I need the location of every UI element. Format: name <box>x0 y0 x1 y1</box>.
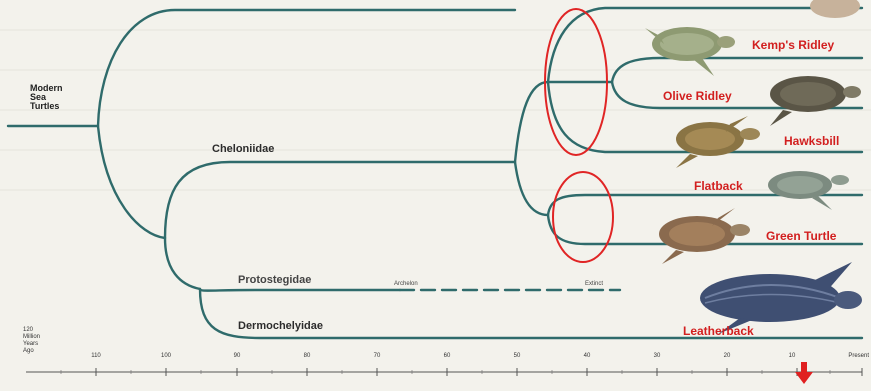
tick-label-present: Present <box>848 353 869 359</box>
root-label-line-3: Turtles <box>30 101 60 111</box>
species-label-leatherback: Leatherback <box>683 324 754 338</box>
highlight-ellipse-lower <box>552 171 614 263</box>
leatherback-turtle-icon <box>700 262 862 334</box>
kemps-ridley-branch <box>610 56 864 84</box>
highlight-ellipse-upper <box>544 8 608 156</box>
sea-turtle-icon <box>659 208 750 264</box>
tick-label: 100 <box>160 353 171 359</box>
sea-turtle-icon <box>770 76 861 126</box>
tick-label: 80 <box>303 353 311 359</box>
tick-label: 10 <box>788 353 796 359</box>
time-axis-title-2: Million <box>23 334 41 340</box>
time-axis-title-3: Years <box>23 341 39 347</box>
sea-turtle-icon <box>768 171 849 210</box>
tick-label: 20 <box>723 353 731 359</box>
cheloniidae-label: Cheloniidae <box>212 143 275 155</box>
flatback-branch <box>546 193 864 217</box>
species-label-kemps-ridley: Kemp's Ridley <box>752 38 835 52</box>
green-turtle-branch <box>546 213 864 246</box>
root-label-line-2: Sea <box>30 92 47 102</box>
cheloniidae-branch <box>163 160 517 240</box>
time-axis-title-1: 120 <box>23 327 34 333</box>
dermochelyidae-branch <box>198 287 864 340</box>
sea-turtle-icon <box>645 0 860 76</box>
protostegidae-label: Protostegidae <box>238 274 312 286</box>
tick-label: 30 <box>653 353 661 359</box>
olive-ridley-branch <box>610 80 864 110</box>
time-axis <box>26 368 863 376</box>
cheloniinae-branch <box>513 80 550 164</box>
ridley-hawksbill-lower <box>546 80 864 154</box>
species-label-flatback: Flatback <box>694 179 743 193</box>
time-axis-title: 120 Million Years Ago <box>23 327 40 355</box>
chelonini-branch <box>513 160 550 217</box>
tick-label: 90 <box>233 353 241 359</box>
species-label-green-turtle: Green Turtle <box>766 229 837 243</box>
time-axis-title-4: Ago <box>23 348 34 354</box>
lower-branch <box>96 124 167 240</box>
sea-turtle-icon <box>676 116 760 168</box>
top-branch <box>96 8 517 128</box>
root-label: Modern Sea Turtles <box>30 84 63 111</box>
species-label-hawksbill: Hawksbill <box>784 134 840 148</box>
species-label-olive-ridley: Olive Ridley <box>663 89 732 103</box>
protostegid-dermochelyid-branch <box>163 236 202 291</box>
dermochelyidae-label: Dermochelyidae <box>238 320 323 332</box>
protostegidae-branch <box>198 287 402 292</box>
down-arrow-icon <box>795 362 813 384</box>
tick-label: 110 <box>91 353 101 359</box>
tick-label: 60 <box>443 353 451 359</box>
ridley-hawksbill-node <box>546 6 864 84</box>
tick-label: 50 <box>513 353 521 359</box>
tick-label: 40 <box>583 353 591 359</box>
archelon-label: Archelon <box>394 281 418 287</box>
background-texture <box>0 29 871 191</box>
tick-label: 70 <box>373 353 381 359</box>
root-label-line-1: Modern <box>30 83 63 93</box>
extinct-label: Extinct <box>585 281 604 287</box>
